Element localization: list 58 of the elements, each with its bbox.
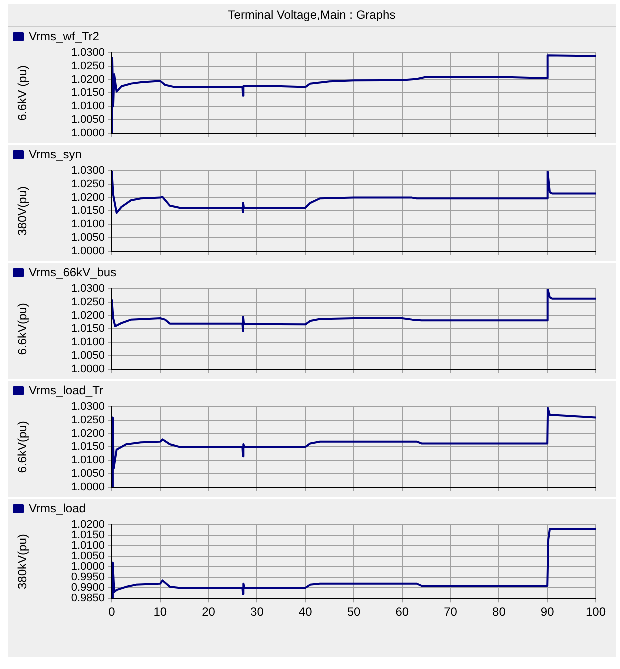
y-tick-label: 1.0100 xyxy=(71,218,105,231)
x-tick-label: 20 xyxy=(202,605,216,620)
y-tick-label: 1.0200 xyxy=(71,192,105,204)
y-tick-label: 1.0000 xyxy=(71,481,105,494)
legend-label: Vrms_syn xyxy=(29,147,82,162)
x-tick-label: 90 xyxy=(540,605,555,620)
y-tick-label: 1.0000 xyxy=(71,363,105,376)
y-tick-label: 1.0250 xyxy=(71,178,105,190)
y-tick-label: 1.0250 xyxy=(71,60,105,72)
y-axis-title: 6.6kV (pu) xyxy=(16,66,30,121)
legend-label: Vrms_wf_Tr2 xyxy=(29,29,100,44)
legend-label: Vrms_load xyxy=(29,501,86,516)
y-tick-label: 1.0050 xyxy=(71,550,105,563)
x-tick-label: 40 xyxy=(298,605,313,620)
y-tick-label: 1.0150 xyxy=(71,87,105,100)
x-tick-label: 60 xyxy=(396,605,410,620)
x-tick-label: 30 xyxy=(250,605,264,620)
y-tick-label: 1.0050 xyxy=(71,232,105,244)
y-tick-label: 0.9950 xyxy=(71,572,105,584)
y-tick-label: 1.0050 xyxy=(71,114,105,126)
x-tick-label: 80 xyxy=(492,605,506,620)
x-tick-label: 100 xyxy=(586,605,606,620)
y-tick-label: 1.0000 xyxy=(71,245,105,258)
y-tick-label: 1.0200 xyxy=(71,428,105,440)
y-tick-label: 1.0200 xyxy=(71,310,105,322)
y-tick-label: 1.0200 xyxy=(71,74,105,86)
y-tick-label: 1.0150 xyxy=(71,205,105,218)
y-tick-label: 1.0150 xyxy=(71,323,105,336)
y-tick-label: 1.0250 xyxy=(71,296,105,308)
x-tick-label: 10 xyxy=(154,605,168,620)
y-tick-label: 1.0250 xyxy=(71,414,105,426)
chart-title: Terminal Voltage,Main : Graphs xyxy=(8,4,616,27)
legend-label: Vrms_66kV_bus xyxy=(29,265,117,280)
y-tick-label: 1.0200 xyxy=(71,519,105,532)
y-tick-label: 1.0000 xyxy=(71,561,105,574)
x-tick-label: 50 xyxy=(347,605,361,620)
y-tick-label: 1.0100 xyxy=(71,100,105,113)
y-tick-label: 1.0050 xyxy=(71,350,105,362)
y-tick-label: 1.0100 xyxy=(71,454,105,467)
y-tick-label: 1.0300 xyxy=(71,283,105,296)
y-axis-title: 380V(pu) xyxy=(16,186,30,236)
y-axis-title: 380kV(pu) xyxy=(16,534,30,590)
y-tick-label: 1.0000 xyxy=(71,127,105,140)
y-tick-label: 1.0050 xyxy=(71,468,105,480)
y-tick-label: 1.0150 xyxy=(71,441,105,454)
y-tick-label: 1.0100 xyxy=(71,540,105,552)
y-tick-label: 1.0300 xyxy=(71,47,105,60)
y-tick-label: 1.0100 xyxy=(71,336,105,349)
y-tick-label: 1.0150 xyxy=(71,530,105,542)
y-axis-title: 6.6kV(pu) xyxy=(16,303,30,356)
y-tick-label: 0.9900 xyxy=(71,582,105,594)
y-tick-label: 0.9850 xyxy=(71,592,105,605)
y-tick-label: 1.0300 xyxy=(71,401,105,414)
legend-label: Vrms_load_Tr xyxy=(29,383,104,398)
x-tick-label: 70 xyxy=(444,605,458,620)
x-tick-label: 0 xyxy=(108,605,116,620)
y-tick-label: 1.0300 xyxy=(71,165,105,178)
y-axis-title: 6.6kV(pu) xyxy=(16,421,30,474)
